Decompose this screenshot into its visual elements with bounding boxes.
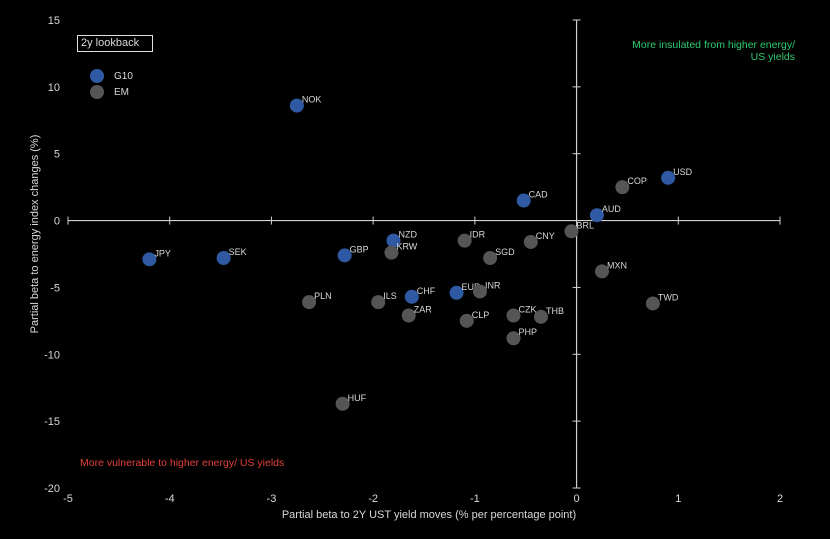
point-cad [516, 193, 531, 208]
point-clp [459, 313, 474, 328]
y-tick-label: 15 [48, 15, 60, 27]
point-label-twd: TWD [658, 292, 679, 302]
point-label-nzd: NZD [398, 230, 417, 240]
x-tick-label: -5 [63, 493, 73, 505]
point-cny [523, 234, 538, 249]
legend-g10-marker [90, 69, 104, 83]
point-label-pln: PLN [314, 291, 332, 301]
point-label-aud: AUD [602, 204, 622, 214]
point-php [506, 331, 521, 346]
point-zar [401, 308, 416, 323]
point-sek [216, 251, 231, 266]
data-points: NOK USD CAD AUD NZD GBP JPY SEK CHF EUR COP BRL IDR C… [142, 95, 693, 411]
point-label-sgd: SGD [495, 247, 515, 257]
point-label-cop: COP [627, 176, 647, 186]
x-tick-label: -4 [165, 493, 175, 505]
point-brl [564, 224, 579, 239]
legend-em-marker [90, 85, 104, 99]
legend-em-label: EM [114, 87, 129, 98]
point-sgd [483, 251, 498, 266]
point-label-krw: KRW [396, 242, 417, 252]
point-label-chf: CHF [417, 286, 436, 296]
point-ils [371, 295, 386, 310]
point-label-inr: INR [485, 280, 501, 290]
point-label-idr: IDR [470, 230, 486, 240]
point-jpy [142, 252, 157, 267]
y-tick-label: -10 [44, 349, 60, 361]
legend-g10-label: G10 [114, 71, 133, 82]
point-label-usd: USD [673, 167, 693, 177]
point-label-czk: CZK [519, 305, 537, 315]
point-label-php: PHP [519, 327, 538, 337]
point-idr [457, 233, 472, 248]
point-krw [384, 245, 399, 260]
point-pln [302, 295, 317, 310]
point-label-cad: CAD [529, 190, 549, 200]
point-chf [404, 289, 419, 304]
point-inr [472, 284, 487, 299]
x-axis-title: Partial beta to 2Y UST yield moves (% pe… [282, 509, 576, 521]
y-tick-label: 0 [54, 216, 60, 228]
point-label-cny: CNY [536, 231, 555, 241]
x-tick-label: -3 [267, 493, 277, 505]
x-tick-label: 0 [574, 493, 580, 505]
point-label-zar: ZAR [414, 305, 433, 315]
point-label-mxn: MXN [607, 260, 627, 270]
point-huf [335, 396, 350, 411]
y-axis-title: Partial beta to energy index changes (%) [29, 135, 41, 334]
point-label-jpy: JPY [154, 248, 171, 258]
x-tick-label: -2 [368, 493, 378, 505]
point-cop [615, 180, 630, 195]
point-nzd [386, 233, 401, 248]
point-label-brl: BRL [576, 220, 594, 230]
point-czk [506, 308, 521, 323]
point-label-eur: EUR [462, 282, 482, 292]
point-gbp [337, 248, 352, 263]
y-tick-label: -5 [50, 282, 60, 294]
point-mxn [595, 264, 609, 279]
y-tick-label: 10 [48, 82, 60, 94]
legend: G10 EM [90, 69, 133, 99]
point-label-thb: THB [546, 306, 564, 316]
point-nok [289, 98, 304, 113]
point-label-nok: NOK [302, 95, 322, 105]
point-label-sek: SEK [229, 247, 247, 257]
x-tick-label: 1 [675, 493, 681, 505]
top-right-annotation: More insulated from higher energy/ US yi… [632, 39, 795, 63]
y-tick-label: 5 [54, 149, 60, 161]
x-tick-label: -1 [470, 493, 480, 505]
bottom-left-annotation: More vulnerable to higher energy/ US yie… [80, 457, 285, 469]
axes [67, 19, 781, 489]
point-twd [645, 296, 660, 311]
point-eur [449, 285, 464, 300]
point-label-clp: CLP [472, 310, 490, 320]
point-label-ils: ILS [383, 291, 397, 301]
point-label-gbp: GBP [350, 244, 369, 254]
x-tick-label: 2 [777, 493, 783, 505]
lookback-label: 2y lookback [77, 35, 153, 52]
point-label-huf: HUF [348, 393, 367, 403]
point-aud [589, 208, 604, 223]
y-tick-label: -20 [44, 483, 60, 495]
point-thb [533, 309, 548, 324]
point-usd [661, 170, 676, 185]
y-tick-label: -15 [44, 416, 60, 428]
